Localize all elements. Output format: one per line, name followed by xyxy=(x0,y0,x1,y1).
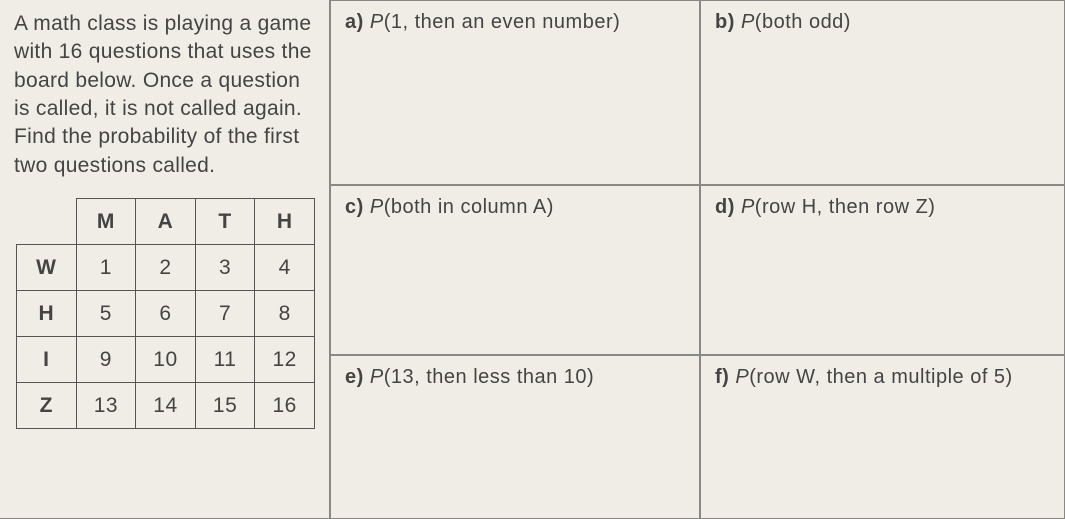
table-cell: 5 xyxy=(76,291,136,337)
question-e: e) P(13, then less than 10) xyxy=(330,355,700,519)
table-cell: 15 xyxy=(195,383,255,429)
question-text: (both odd) xyxy=(755,11,851,33)
p-symbol: P xyxy=(741,196,755,218)
question-text: (row H, then row Z) xyxy=(755,196,936,218)
p-symbol: P xyxy=(370,11,384,33)
table-cell: 1 xyxy=(76,245,136,291)
p-symbol: P xyxy=(370,366,384,388)
worksheet-container: A math class is playing a game with 16 q… xyxy=(0,0,1065,519)
question-label: f) xyxy=(715,366,729,388)
problem-cell: A math class is playing a game with 16 q… xyxy=(0,0,330,519)
table-cell: 9 xyxy=(76,337,136,383)
math-game-board: M A T H W 1 2 3 4 H 5 6 7 8 I 9 xyxy=(16,198,315,429)
p-symbol: P xyxy=(370,196,384,218)
col-header: T xyxy=(195,199,255,245)
col-header: M xyxy=(76,199,136,245)
question-label: e) xyxy=(345,366,364,388)
question-f: f) P(row W, then a multiple of 5) xyxy=(700,355,1065,519)
question-a: a) P(1, then an even number) xyxy=(330,0,700,185)
table-cell: 12 xyxy=(255,337,315,383)
question-text: (1, then an even number) xyxy=(384,11,621,33)
table-cell: 10 xyxy=(136,337,196,383)
row-header: I xyxy=(17,337,77,383)
p-symbol: P xyxy=(735,366,749,388)
question-label: d) xyxy=(715,196,735,218)
table-cell: 16 xyxy=(255,383,315,429)
table-cell: 13 xyxy=(76,383,136,429)
row-header: H xyxy=(17,291,77,337)
col-header: H xyxy=(255,199,315,245)
question-text: (row W, then a multiple of 5) xyxy=(749,366,1012,388)
question-d: d) P(row H, then row Z) xyxy=(700,185,1065,355)
table-cell: 4 xyxy=(255,245,315,291)
p-symbol: P xyxy=(741,11,755,33)
question-label: c) xyxy=(345,196,364,218)
row-header: W xyxy=(17,245,77,291)
problem-text: A math class is playing a game with 16 q… xyxy=(14,10,315,180)
question-label: b) xyxy=(715,11,735,33)
table-cell: 3 xyxy=(195,245,255,291)
question-label: a) xyxy=(345,11,364,33)
question-text: (both in column A) xyxy=(384,196,554,218)
table-corner xyxy=(17,199,77,245)
table-cell: 6 xyxy=(136,291,196,337)
col-header: A xyxy=(136,199,196,245)
table-cell: 8 xyxy=(255,291,315,337)
question-b: b) P(both odd) xyxy=(700,0,1065,185)
question-text: (13, then less than 10) xyxy=(384,366,595,388)
row-header: Z xyxy=(17,383,77,429)
table-cell: 11 xyxy=(195,337,255,383)
table-cell: 7 xyxy=(195,291,255,337)
table-cell: 2 xyxy=(136,245,196,291)
question-c: c) P(both in column A) xyxy=(330,185,700,355)
table-cell: 14 xyxy=(136,383,196,429)
